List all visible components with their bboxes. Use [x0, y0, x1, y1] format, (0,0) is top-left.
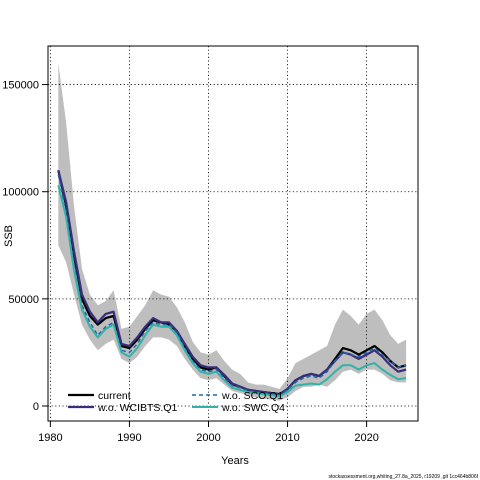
legend-label-4: w.o. SWC.Q4 [221, 402, 285, 414]
series-layer [57, 170, 407, 398]
x-tick-label: 2010 [275, 432, 299, 444]
confidence-band-layer [58, 63, 407, 401]
footer-credit: stockassessment.org,whiting_27.8a_2025, … [328, 474, 478, 480]
x-tick-label: 2000 [196, 432, 220, 444]
plot-frame [47, 45, 419, 422]
x-tick-label: 2020 [354, 432, 378, 444]
axes-layer: 1980 1990 2000 2010 2020 0 50000 100000 150000 [2, 45, 419, 444]
series-line-4 [57, 185, 407, 398]
confidence-band [58, 63, 407, 401]
legend-label-2: w.o. WCIBTS.Q1 [97, 402, 178, 414]
y-tick-label: 100000 [2, 187, 39, 199]
y-tick-label: 0 [33, 401, 39, 413]
y-axis-title: SSB [3, 225, 15, 247]
legend-label-1: current [98, 390, 131, 402]
x-tick-label: 1980 [38, 432, 62, 444]
y-tick-label: 150000 [2, 80, 39, 92]
x-axis-title: Years [221, 455, 249, 467]
legend-label-3: w.o. SCO.Q1 [221, 390, 283, 402]
grid-layer [48, 46, 418, 421]
y-tick-label: 50000 [8, 294, 39, 306]
x-tick-label: 1990 [117, 432, 141, 444]
series-line-2 [57, 170, 407, 396]
